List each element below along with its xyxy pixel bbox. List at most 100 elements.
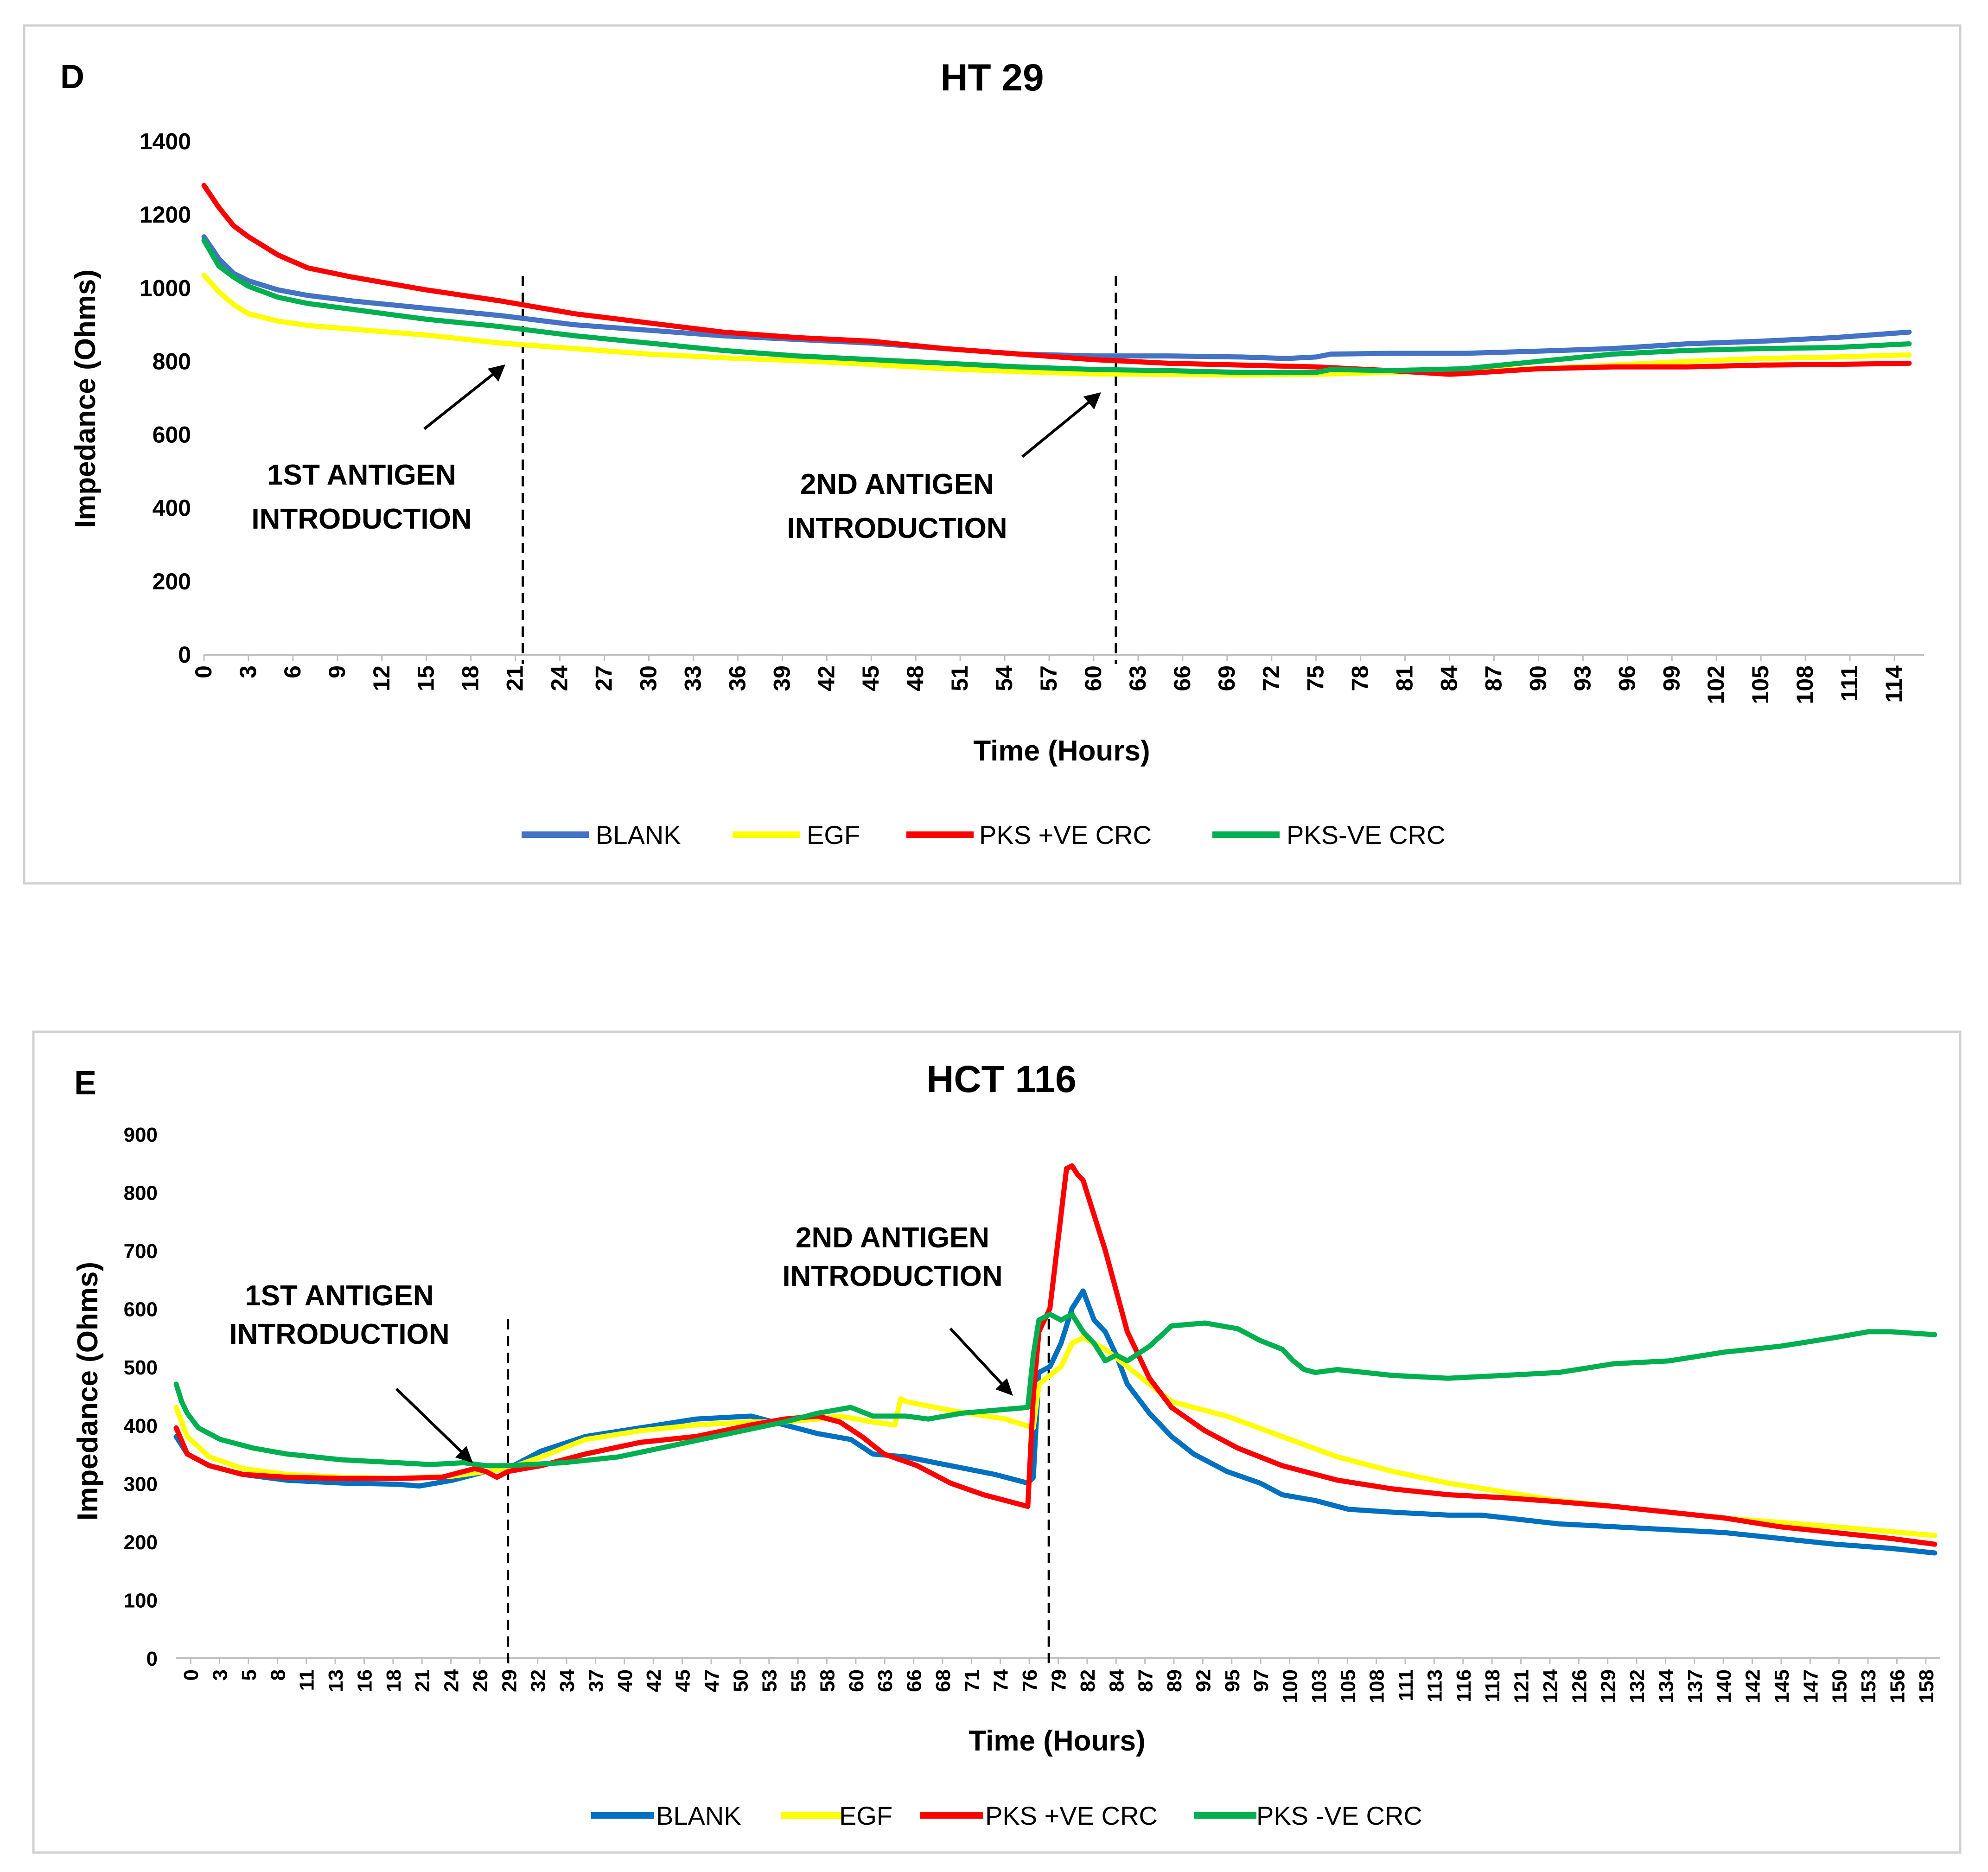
panel-d-annotation-1-line2: INTRODUCTION: [251, 503, 472, 535]
panel-d-x-tick-label: 111: [1836, 665, 1862, 702]
panel-e-x-tick-label: 32: [527, 1669, 550, 1692]
panel-d-x-tick-label: 24: [547, 665, 573, 691]
panel-e-x-tick-label: 60: [845, 1669, 868, 1692]
panel-e-y-tick-label: 400: [124, 1415, 158, 1438]
panel-e-x-tick-label: 137: [1684, 1669, 1707, 1703]
panel-d-x-tick-label: 57: [1036, 665, 1062, 691]
panel-e-x-tick-label: 21: [411, 1669, 434, 1692]
panel-e-x-tick-label: 92: [1192, 1669, 1215, 1692]
panel-d-x-tick-label: 90: [1525, 665, 1551, 691]
panel-d-x-tick-label: 3: [235, 665, 261, 678]
panel-e-x-tick-label: 29: [498, 1669, 521, 1692]
panel-e-legend-label-blank: BLANK: [656, 1801, 741, 1830]
chart-panel-d: D HT 29 Impedance (Ohms) Time (Hours) 0 2…: [23, 24, 1962, 885]
panel-e-x-tick-label: 74: [990, 1669, 1013, 1692]
panel-e-x-tick-label: 58: [816, 1669, 839, 1692]
panel-d-annotation-2-arrow: [1021, 393, 1100, 458]
panel-e-y-tick-label: 800: [124, 1182, 158, 1205]
panel-d-y-tick-label: 200: [153, 569, 191, 594]
panel-d-x-tick-label: 15: [413, 665, 439, 691]
panel-d-x-tick-label: 48: [902, 665, 928, 691]
panel-e-x-tick-label: 42: [643, 1669, 665, 1692]
panel-d-x-tick-label: 60: [1080, 665, 1106, 691]
panel-e-x-tick-label: 113: [1423, 1669, 1446, 1702]
panel-e-y-tick-label: 700: [124, 1240, 158, 1263]
panel-e-legend-label-pks-neg: PKS -VE CRC: [1256, 1801, 1422, 1830]
panel-e-x-tick-label: 156: [1886, 1669, 1909, 1703]
panel-e-x-tick-label: 124: [1539, 1669, 1562, 1703]
panel-d-x-tick-label: 51: [947, 665, 973, 691]
panel-e-x-tick-label: 16: [353, 1669, 376, 1692]
panel-d-y-axis-label: Impedance (Ohms): [70, 269, 102, 528]
panel-e-x-tick-label: 82: [1077, 1669, 1099, 1692]
panel-d-y-tick-label: 600: [153, 422, 191, 448]
panel-d-border: [23, 24, 1962, 885]
panel-e-x-tick-label: 68: [932, 1669, 955, 1692]
panel-d-y-tick-label: 800: [153, 348, 191, 374]
panel-e-x-tick-label: 147: [1799, 1669, 1822, 1703]
panel-e-letter: E: [74, 1065, 96, 1102]
panel-e-x-tick-label: 142: [1742, 1669, 1765, 1703]
panel-e-x-tick-label: 84: [1105, 1669, 1128, 1692]
panel-d-x-tick-label: 72: [1258, 665, 1284, 691]
panel-e-legend-label-pks-pos: PKS +VE CRC: [985, 1801, 1158, 1830]
panel-e-x-tick-label: 153: [1857, 1669, 1880, 1703]
panel-d-x-tick-label: 87: [1481, 665, 1507, 691]
panel-e-x-tick-label: 158: [1915, 1669, 1938, 1703]
panel-d-x-tick-label: 66: [1169, 665, 1195, 691]
panel-e-x-tick-label: 24: [440, 1669, 463, 1692]
panel-d-x-tick-label: 93: [1569, 665, 1595, 691]
panel-d-x-tick-label: 84: [1436, 665, 1462, 691]
panel-d-x-tick-label: 54: [991, 665, 1017, 691]
panel-e-x-tick-label: 108: [1366, 1669, 1389, 1703]
panel-e-annotation-2-line2: INTRODUCTION: [782, 1260, 1002, 1292]
panel-d-legend-label-blank: BLANK: [596, 820, 681, 850]
panel-d-x-tick-label: 36: [724, 665, 750, 691]
panel-e-x-tick-label: 18: [382, 1669, 405, 1692]
panel-d-x-tick-label: 12: [369, 665, 395, 691]
panel-d-x-tick-label: 39: [769, 665, 795, 691]
panel-d-x-tick-label: 18: [458, 665, 484, 691]
panel-d-x-tick-label: 33: [680, 665, 706, 691]
panel-e-x-tick-label: 118: [1481, 1669, 1504, 1702]
panel-e-y-tick-label: 0: [147, 1648, 158, 1670]
panel-e-border: [32, 1030, 1962, 1854]
panel-e-y-tick-label: 600: [124, 1298, 158, 1321]
panel-e-legend-label-egf: EGF: [839, 1801, 892, 1830]
panel-d-legend: BLANK EGF PKS +VE CRC PKS-VE CRC: [522, 820, 1445, 850]
panel-e-x-tick-label: 40: [614, 1669, 637, 1692]
panel-e-x-tick-label: 26: [469, 1669, 492, 1692]
panel-e-x-tick-label: 13: [325, 1669, 347, 1692]
panel-d-x-axis-label: Time (Hours): [973, 735, 1150, 767]
panel-e-x-tick-label: 97: [1250, 1669, 1273, 1692]
panel-e-y-tick-label: 200: [124, 1531, 158, 1554]
panel-e-x-tick-label: 132: [1626, 1669, 1649, 1703]
panel-e-x-axis-label: Time (Hours): [969, 1725, 1145, 1757]
panel-e-annotation-1-arrow: [395, 1387, 472, 1462]
panel-e-x-tick-label: 79: [1048, 1669, 1070, 1692]
panel-d-x-tick-label: 63: [1125, 665, 1151, 691]
panel-e-y-tick-label: 100: [124, 1589, 158, 1612]
panel-e-title: HCT 116: [926, 1058, 1077, 1100]
panel-e-x-tick-label: 8: [267, 1669, 289, 1680]
panel-d-legend-label-pks-pos: PKS +VE CRC: [979, 820, 1152, 850]
panel-e-x-tick-label: 121: [1510, 1669, 1533, 1703]
panel-e-x-tick-label: 53: [758, 1669, 781, 1692]
panel-e-series-line-pks-ve-crc: [173, 1163, 1937, 1547]
panel-e-annotation-1-line1: 1ST ANTIGEN: [245, 1280, 434, 1312]
panel-e-x-tick-label: 63: [874, 1669, 897, 1692]
panel-e-x-tick-label: 116: [1453, 1669, 1475, 1702]
panel-e-x-tick-label: 47: [701, 1669, 723, 1692]
panel-d-y-tick-label: 1000: [140, 275, 191, 301]
panel-e-legend: BLANK EGF PKS +VE CRC PKS -VE CRC: [591, 1801, 1422, 1830]
panel-e-annotation-2-arrow: [949, 1327, 1012, 1395]
panel-e-x-tick-label: 105: [1337, 1669, 1359, 1703]
panel-d-x-tick-label: 21: [502, 665, 528, 691]
panel-e-x-tick-label: 103: [1308, 1669, 1331, 1703]
panel-e-x-tick-label: 100: [1279, 1669, 1302, 1703]
panel-d-x-tick-label: 108: [1792, 665, 1818, 704]
panel-d-legend-label-pks-neg: PKS-VE CRC: [1287, 820, 1445, 850]
panel-e-annotation-2-line1: 2ND ANTIGEN: [796, 1222, 989, 1254]
panel-e-x-tick-label: 129: [1597, 1669, 1620, 1703]
